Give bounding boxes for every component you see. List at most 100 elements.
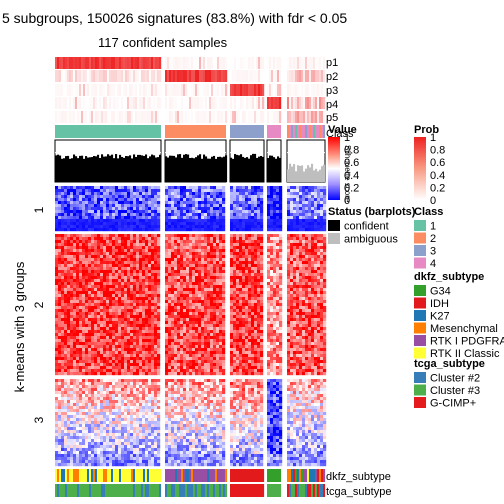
heatmap-cell bbox=[198, 309, 202, 313]
silhouette-bar bbox=[125, 156, 128, 182]
heatmap-cell bbox=[64, 264, 68, 268]
heatmap-cell bbox=[201, 300, 205, 304]
heatmap-cell bbox=[73, 327, 77, 331]
heatmap-cell bbox=[192, 186, 196, 190]
prob-cell-p3 bbox=[287, 84, 290, 96]
heatmap-cell bbox=[308, 219, 312, 223]
heatmap-cell bbox=[320, 195, 324, 199]
heatmap-cell bbox=[290, 279, 294, 283]
heatmap-cell bbox=[317, 234, 321, 238]
heatmap-cell bbox=[210, 192, 214, 196]
heatmap-cell bbox=[168, 318, 172, 322]
heatmap-cell bbox=[302, 294, 306, 298]
heatmap-cell bbox=[276, 279, 280, 283]
heatmap-cell bbox=[130, 288, 134, 292]
prob-cell-p3 bbox=[107, 84, 110, 96]
heatmap-cell bbox=[133, 312, 137, 316]
heatmap-cell bbox=[174, 303, 178, 307]
heatmap-cell bbox=[165, 270, 169, 274]
heatmap-cell bbox=[293, 222, 297, 226]
heatmap-cell bbox=[213, 228, 217, 232]
heatmap-cell bbox=[276, 297, 280, 301]
prob-cell-p3 bbox=[321, 84, 324, 96]
heatmap-cell bbox=[61, 285, 65, 289]
heatmap-cell bbox=[151, 324, 155, 328]
prob-cell-p5 bbox=[101, 111, 104, 123]
heatmap-cell bbox=[302, 216, 306, 220]
heatmap-cell bbox=[82, 261, 86, 265]
heatmap-cell bbox=[165, 321, 169, 325]
heatmap-cell bbox=[154, 273, 158, 277]
heatmap-cell bbox=[109, 336, 113, 340]
heatmap-cell bbox=[91, 279, 95, 283]
heatmap-cell bbox=[305, 219, 309, 223]
prob-cell-p2 bbox=[269, 70, 272, 82]
heatmap-cell bbox=[64, 255, 68, 259]
heatmap-cell bbox=[58, 219, 62, 223]
heatmap-cell bbox=[210, 252, 214, 256]
silhouette-bar bbox=[313, 170, 316, 182]
heatmap-cell bbox=[76, 201, 80, 205]
heatmap-cell bbox=[177, 246, 181, 250]
heatmap-cell bbox=[257, 303, 261, 307]
heatmap-cell bbox=[219, 216, 223, 220]
heatmap-cell bbox=[239, 201, 243, 205]
heatmap-cell bbox=[236, 198, 240, 202]
heatmap-cell bbox=[151, 207, 155, 211]
heatmap-cell bbox=[279, 333, 283, 337]
heatmap-cell bbox=[195, 315, 199, 319]
heatmap-cell bbox=[276, 204, 280, 208]
heatmap-cell bbox=[180, 270, 184, 274]
heatmap-cell bbox=[97, 309, 101, 313]
heatmap-cell bbox=[94, 312, 98, 316]
heatmap-cell bbox=[73, 207, 77, 211]
heatmap-cell bbox=[320, 234, 324, 238]
heatmap-cell bbox=[236, 243, 240, 247]
class-bar-ambiguous bbox=[317, 125, 320, 138]
heatmap-cell bbox=[171, 213, 175, 217]
heatmap-cell bbox=[317, 207, 321, 211]
heatmap-cell bbox=[308, 267, 312, 271]
heatmap-cell bbox=[204, 225, 208, 229]
heatmap-cell bbox=[245, 240, 249, 244]
prob-cell-p2 bbox=[225, 70, 228, 82]
heatmap-cell bbox=[296, 288, 300, 292]
heatmap-cell bbox=[260, 303, 264, 307]
prob-cell-p2 bbox=[131, 70, 134, 82]
heatmap-cell bbox=[61, 237, 65, 241]
heatmap-cell bbox=[183, 228, 187, 232]
prob-cell-p3 bbox=[223, 84, 226, 96]
prob-cell-p4 bbox=[193, 97, 196, 109]
heatmap-cell bbox=[305, 276, 309, 280]
heatmap-cell bbox=[82, 270, 86, 274]
heatmap-cell bbox=[273, 189, 277, 193]
probability-annotations bbox=[55, 57, 326, 123]
prob-cell-p2 bbox=[305, 70, 308, 82]
heatmap-cell bbox=[323, 330, 327, 334]
heatmap-cell bbox=[139, 186, 143, 190]
prob-cell-p4 bbox=[129, 97, 132, 109]
heatmap-cell bbox=[267, 246, 271, 250]
heatmap-cell bbox=[201, 246, 205, 250]
heatmap-cell bbox=[82, 201, 86, 205]
heatmap-cell bbox=[118, 198, 122, 202]
heatmap-cell bbox=[171, 222, 175, 226]
heatmap-cell bbox=[299, 228, 303, 232]
heatmap-cell bbox=[91, 276, 95, 280]
heatmap-cell bbox=[142, 252, 146, 256]
heatmap-cell bbox=[121, 195, 125, 199]
heatmap-cell bbox=[270, 315, 274, 319]
heatmap-cell bbox=[305, 321, 309, 325]
heatmap-cell bbox=[219, 273, 223, 277]
heatmap-cell bbox=[239, 312, 243, 316]
signature-heatmap bbox=[55, 186, 327, 467]
heatmap-cell bbox=[124, 192, 128, 196]
heatmap-cell bbox=[85, 315, 89, 319]
heatmap-cell bbox=[145, 246, 149, 250]
heatmap-cell bbox=[320, 330, 324, 334]
heatmap-cell bbox=[236, 336, 240, 340]
heatmap-cell bbox=[165, 198, 169, 202]
heatmap-cell bbox=[248, 237, 252, 241]
prob-cell-p1 bbox=[169, 57, 172, 69]
heatmap-cell bbox=[103, 282, 107, 286]
